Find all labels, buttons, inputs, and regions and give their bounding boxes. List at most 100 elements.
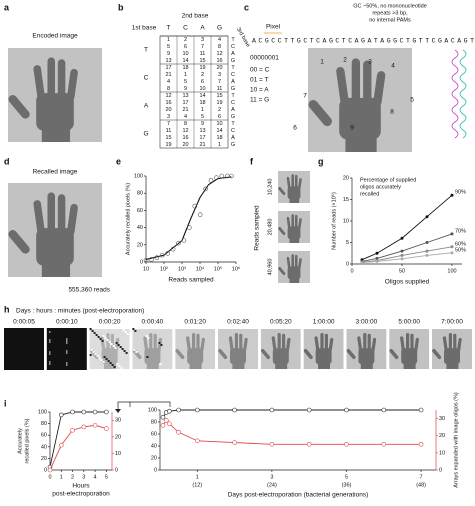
panel-title: Days : hours : minutes (post-electropora… (16, 308, 144, 315)
x-tick-label: 10³ (178, 266, 186, 272)
panel-label: a (4, 2, 10, 12)
pixel-label: Pixel (266, 24, 281, 31)
third-base: A (231, 79, 235, 85)
noise-pixel (160, 344, 163, 346)
table-cell: 1 (184, 72, 187, 78)
noise-pixel (122, 329, 125, 331)
data-point (159, 252, 165, 258)
data-point (400, 253, 404, 257)
time-label: 0:01:20 (184, 319, 206, 326)
data-point (400, 236, 404, 240)
arrow-head (115, 409, 121, 413)
y-tick-label: 0 (140, 259, 143, 265)
data-point (160, 414, 166, 420)
annotation: oligos accurately (360, 184, 401, 190)
data-point (92, 422, 98, 428)
pixel-number: 3 (368, 59, 372, 66)
third-base: C (231, 44, 235, 50)
timepoint-image (260, 329, 301, 369)
data-point (269, 441, 275, 447)
panel-title: Recalled image (33, 169, 78, 176)
table-cell: 19 (199, 65, 205, 71)
data-point (425, 253, 429, 257)
table-cell: 6 (218, 114, 221, 120)
data-point (104, 426, 109, 431)
third-base: T (231, 93, 235, 99)
x-tick-label: 4 (94, 474, 97, 480)
noise-pixel (112, 345, 115, 347)
y-tick-label: 60 (137, 208, 143, 214)
data-point (167, 421, 172, 427)
noise-pixel (108, 341, 111, 343)
column-header: T (167, 25, 171, 32)
noise-pixel (118, 365, 121, 367)
table-cell: 9 (167, 51, 170, 57)
noise-dot (49, 351, 51, 353)
code-entry: 00 = C (250, 67, 270, 74)
noise-pixel (123, 350, 126, 352)
table-cell: 18 (216, 135, 222, 141)
row-header: C (144, 75, 149, 82)
table-cell: 15 (216, 93, 222, 99)
series-line (162, 419, 422, 445)
panel-label: g (318, 156, 324, 166)
noise-pixel (125, 352, 128, 354)
table-cell: 12 (216, 51, 222, 57)
series-line (361, 233, 453, 262)
data-point (187, 225, 192, 230)
table-cell: 19 (216, 100, 222, 106)
noise-dot (49, 363, 51, 365)
table-cell: 17 (182, 100, 188, 106)
y-tick-label: 20 (343, 175, 349, 181)
table-cell: 3 (201, 37, 204, 43)
x-tick-label: 10⁵ (214, 265, 222, 272)
third-base: A (231, 135, 235, 141)
third-base: G (231, 142, 235, 148)
noise-pixel (147, 337, 150, 339)
pixel-number: 1 (320, 59, 324, 66)
axis-label: Reads sampled (254, 205, 261, 251)
data-point (81, 424, 87, 430)
data-point (149, 257, 154, 262)
panel-label: e (116, 156, 121, 166)
table-cell: 15 (199, 58, 205, 64)
y-tick-label: 100 (134, 173, 143, 179)
y-tick-label: 100 (38, 409, 47, 415)
table-cell: 2 (184, 37, 187, 43)
time-label: 1:00:00 (313, 319, 335, 326)
third-base: C (231, 72, 235, 78)
noise-dot (49, 339, 51, 341)
y-tick-label: 0 (154, 467, 157, 473)
array-strand (459, 49, 467, 139)
column-header: A (200, 25, 205, 32)
noise-pixel (134, 330, 137, 332)
x-tick-label: 3 (82, 474, 85, 480)
y-tick-label: 15 (343, 197, 349, 203)
noise-pixel (114, 347, 117, 349)
table-cell: 1 (167, 37, 170, 43)
noise-pixel (111, 364, 114, 366)
table-cell: 12 (182, 128, 188, 134)
table-cell: 11 (200, 51, 206, 57)
x-tick-label: 5 (105, 474, 108, 480)
noise-dot (49, 331, 51, 333)
table-cell: 16 (216, 58, 222, 64)
table-cell: 21 (182, 107, 188, 113)
row-header: G (143, 131, 148, 138)
noise-pixel (89, 354, 92, 356)
x-tick-sublabel: (12) (192, 482, 202, 488)
data-point (344, 441, 349, 447)
table-cell: 2 (218, 107, 221, 113)
y-tick-label: 10 (343, 218, 349, 224)
array-strand (451, 49, 459, 139)
third-base: T (231, 65, 235, 71)
noise-pixel (120, 367, 123, 369)
sample-label: 10,240 (267, 179, 273, 196)
table-cell: 6 (184, 44, 187, 50)
noise-pixel (107, 360, 110, 362)
third-base: T (231, 37, 235, 43)
x-tick-label: 3 (270, 474, 273, 480)
noise-dot (49, 361, 51, 363)
data-point (194, 407, 200, 413)
table-cell: 13 (199, 128, 205, 134)
